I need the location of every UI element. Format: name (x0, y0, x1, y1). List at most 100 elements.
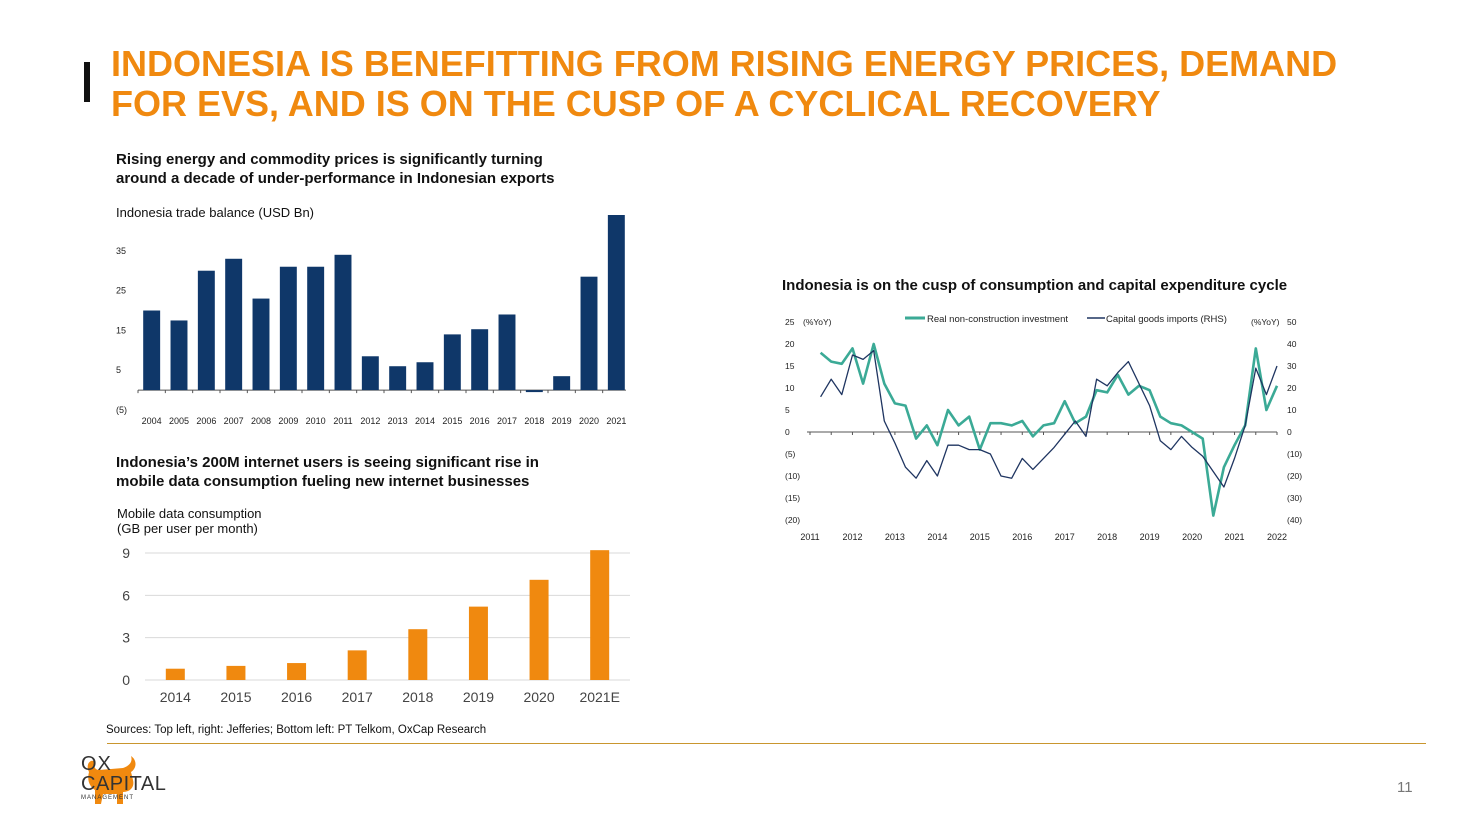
trade-balance-ytick: (5) (116, 405, 127, 415)
trade-balance-bar (525, 390, 543, 393)
trade-balance-xtick: 2020 (579, 416, 599, 426)
title-accent-bar (84, 62, 90, 102)
trade-balance-bar (580, 276, 598, 391)
slide-title: INDONESIA IS BENEFITTING FROM RISING ENE… (111, 44, 1431, 124)
mobile-data-ytick: 6 (122, 587, 130, 603)
trade-balance-xtick: 2009 (278, 416, 298, 426)
capex-right-ytick: 30 (1287, 361, 1297, 371)
capex-cycle-chart: 2520151050(5)(10)(15)(20)50403020100(10)… (785, 314, 1302, 542)
capex-left-ytick: 20 (785, 339, 795, 349)
capex-right-ytick: 0 (1287, 427, 1292, 437)
footer-divider (107, 743, 1426, 744)
trade-balance-xtick: 2019 (552, 416, 572, 426)
capex-right-ytick: 50 (1287, 317, 1297, 327)
mobile-data-heading: Indonesia’s 200M internet users is seein… (116, 453, 539, 491)
trade-balance-bar (197, 270, 215, 391)
mobile-data-ylabel-line2: (GB per user per month) (117, 521, 258, 536)
mobile-data-ylabel: Mobile data consumption (GB per user per… (117, 506, 262, 536)
trade-balance-bar (225, 258, 243, 391)
mobile-data-chart: 9 6 3 0 2014 2015 2016 2017 2018 2019 2020 2021E (122, 545, 630, 705)
mobile-data-ytick: 0 (122, 672, 130, 688)
trade-balance-bar (443, 334, 461, 391)
trade-balance-xtick: 2010 (306, 416, 326, 426)
trade-balance-xtick: 2012 (360, 416, 380, 426)
trade-balance-bar (307, 266, 325, 391)
capex-xtick: 2012 (842, 532, 862, 542)
slide-title-line2: FOR EVS, AND IS ON THE CUSP OF A CYCLICA… (111, 83, 1161, 124)
mobile-data-xtick: 2018 (402, 689, 433, 705)
trade-balance-bar (498, 314, 516, 391)
logo-line3: MANAGEMENT (81, 795, 135, 801)
capex-left-ytick: 15 (785, 361, 795, 371)
capex-xtick: 2018 (1097, 532, 1117, 542)
mobile-data-ytick: 3 (122, 630, 130, 646)
capex-right-ytick: 10 (1287, 405, 1297, 415)
capex-left-ytick: 25 (785, 317, 795, 327)
trade-balance-bar (553, 376, 571, 391)
mobile-data-xtick: 2015 (220, 689, 251, 705)
trade-balance-chart: 35 25 15 5 (5) 2004 2005 2006 2007 2008 2009 2010 20… (116, 215, 626, 426)
ox-logo-icon (87, 756, 136, 804)
mobile-data-ytick: 9 (122, 545, 130, 561)
mobile-data-bar (529, 579, 549, 680)
capex-right-ytick: 40 (1287, 339, 1297, 349)
capex-right-ytick: (10) (1287, 449, 1302, 459)
trade-balance-xtick: 2008 (251, 416, 271, 426)
mobile-data-bar (287, 663, 307, 680)
mobile-data-xtick: 2016 (281, 689, 312, 705)
trade-balance-xtick: 2006 (196, 416, 216, 426)
capex-left-unit: (%YoY) (803, 317, 832, 327)
trade-balance-heading: Rising energy and commodity prices is si… (116, 150, 554, 188)
trade-balance-bar (471, 329, 489, 391)
trade-balance-xtick: 2004 (142, 416, 162, 426)
mobile-data-xtick: 2019 (463, 689, 494, 705)
capex-investment-line (819, 342, 1279, 517)
capex-right-ytick: 20 (1287, 383, 1297, 393)
capex-xtick: 2020 (1182, 532, 1202, 542)
trade-balance-heading-line1: Rising energy and commodity prices is si… (116, 151, 543, 168)
trade-balance-bar (143, 310, 161, 391)
trade-balance-bar (389, 366, 407, 391)
capex-right-ytick: (20) (1287, 471, 1302, 481)
mobile-data-xtick: 2020 (523, 689, 554, 705)
capex-xtick: 2015 (970, 532, 990, 542)
trade-balance-xtick: 2015 (442, 416, 462, 426)
trade-balance-xtick: 2011 (333, 416, 352, 426)
mobile-data-bar (347, 650, 367, 680)
capex-left-ytick: (10) (785, 471, 800, 481)
mobile-data-ylabel-line1: Mobile data consumption (117, 506, 262, 521)
capex-left-ytick: (15) (785, 493, 800, 503)
mobile-data-xtick: 2017 (342, 689, 373, 705)
capex-left-ytick: (20) (785, 515, 800, 525)
trade-balance-ytick: 15 (116, 325, 126, 335)
sources-note: Sources: Top left, right: Jefferies; Bot… (106, 724, 487, 736)
mobile-data-heading-line2: mobile data consumption fueling new inte… (116, 473, 530, 490)
capex-left-ytick: 0 (785, 427, 790, 437)
capex-legend-investment: Real non-construction investment (927, 314, 1068, 325)
trade-balance-xtick: 2018 (524, 416, 544, 426)
trade-balance-heading-line2: around a decade of under-performance in … (116, 170, 555, 187)
trade-balance-ytick: 35 (116, 246, 126, 256)
capex-xtick: 2014 (927, 532, 947, 542)
trade-balance-bar (334, 254, 352, 391)
capex-right-ytick: (40) (1287, 515, 1302, 525)
capex-xtick: 2016 (1012, 532, 1032, 542)
trade-balance-xtick: 2014 (415, 416, 435, 426)
trade-balance-xtick: 2016 (470, 416, 490, 426)
slide-title-line1: INDONESIA IS BENEFITTING FROM RISING ENE… (111, 43, 1338, 84)
capex-imports-line (820, 349, 1278, 488)
mobile-data-bar (226, 665, 246, 680)
capex-cycle-heading: Indonesia is on the cusp of consumption … (782, 277, 1288, 294)
trade-balance-bar (252, 298, 270, 391)
mobile-data-bar (468, 606, 488, 680)
trade-balance-ytick: 5 (116, 365, 121, 375)
capex-left-ytick: 10 (785, 383, 795, 393)
capex-xtick: 2022 (1267, 532, 1287, 542)
capex-xtick: 2013 (885, 532, 905, 542)
trade-balance-bar (361, 356, 379, 391)
capex-left-ytick: (5) (785, 449, 796, 459)
mobile-data-bar (590, 550, 610, 680)
trade-balance-bar (416, 362, 434, 391)
mobile-data-xtick: 2014 (160, 689, 191, 705)
trade-balance-bar (170, 320, 188, 391)
